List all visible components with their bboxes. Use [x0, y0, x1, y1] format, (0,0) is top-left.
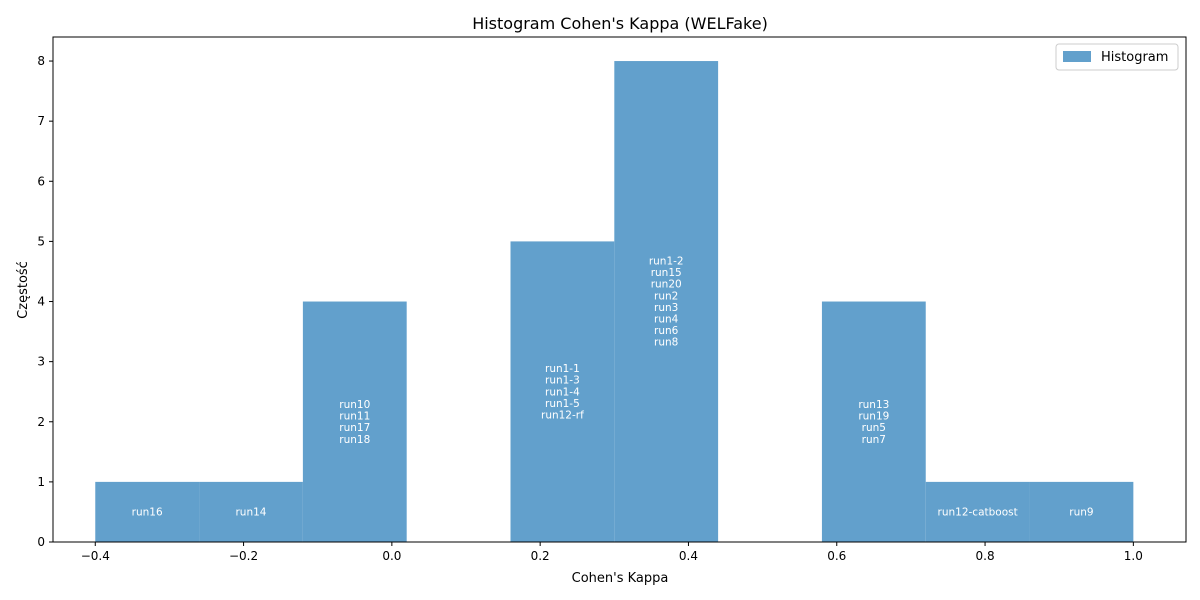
x-tick-label: 0.4 [679, 549, 698, 563]
legend-swatch [1063, 51, 1091, 62]
chart-title: Histogram Cohen's Kappa (WELFake) [472, 14, 768, 33]
run-name: run18 [339, 434, 370, 446]
run-name: run1-2 [649, 256, 684, 268]
run-name: run2 [654, 290, 678, 302]
x-axis-ticks: −0.4 −0.2 0.0 0.2 0.4 0.6 0.8 1.0 [81, 542, 1143, 563]
run-name: run1-5 [545, 398, 580, 410]
y-tick-label: 1 [37, 475, 45, 489]
run-name: run3 [654, 302, 678, 314]
y-tick-label: 2 [37, 415, 45, 429]
run-name: run5 [862, 422, 886, 434]
bar-run-label: run1-1 run1-3 run1-4 run1-5 run12-rf [541, 363, 584, 421]
histogram-bar [199, 481, 303, 542]
y-tick-label: 6 [37, 174, 45, 188]
x-tick-label: 0.2 [531, 549, 550, 563]
run-name: run1-1 [545, 363, 580, 375]
run-name: run13 [858, 399, 889, 411]
histogram-bar [1029, 481, 1134, 542]
run-name: run17 [339, 422, 370, 434]
run-name: run15 [651, 267, 682, 279]
histogram-bar [302, 301, 407, 542]
run-name: run1-4 [545, 386, 580, 398]
y-tick-label: 4 [37, 295, 45, 309]
run-name: run19 [858, 411, 889, 423]
run-name: run7 [862, 434, 886, 446]
y-axis-label: Częstość [16, 261, 31, 319]
run-name: run12-catboost [938, 507, 1018, 519]
legend: Histogram [1055, 43, 1179, 71]
histogram-bar [95, 481, 200, 542]
x-tick-label: 0.0 [382, 549, 401, 563]
run-name: run1-3 [545, 375, 580, 387]
bar-run-label: run16 [132, 507, 163, 519]
x-tick-label: −0.2 [229, 549, 258, 563]
run-name: run9 [1069, 507, 1093, 519]
run-name: run8 [654, 337, 678, 349]
run-name: run10 [339, 399, 370, 411]
bar-run-label: run1-2 run15 run20 run2 run3 run4 run6 run8 [649, 256, 684, 349]
x-tick-label: 0.6 [827, 549, 846, 563]
y-tick-label: 3 [37, 355, 45, 369]
run-name: run4 [654, 314, 679, 326]
x-tick-label: 1.0 [1124, 549, 1143, 563]
legend-box [1055, 43, 1179, 71]
y-tick-label: 0 [37, 535, 45, 549]
bar-run-label: run10 run11 run17 run18 [339, 399, 370, 446]
run-name: run11 [339, 411, 370, 423]
bar-run-label: run9 [1069, 507, 1093, 519]
bar-run-label: run13 run19 run5 run7 [858, 399, 889, 446]
histogram-bar [821, 301, 926, 542]
run-name: run20 [651, 279, 682, 291]
y-axis-ticks: 0 1 2 3 4 5 6 7 8 [37, 54, 53, 549]
bar-run-label: run14 [235, 507, 266, 519]
run-name: run12-rf [541, 410, 584, 422]
bar-run-label: run12-catboost [938, 507, 1018, 519]
y-tick-label: 8 [37, 54, 45, 68]
y-tick-label: 7 [37, 114, 45, 128]
histogram-bar [614, 61, 719, 543]
x-axis-label: Cohen's Kappa [572, 571, 669, 586]
y-tick-label: 5 [37, 234, 45, 248]
histogram-bar [925, 481, 1030, 542]
x-tick-label: 0.8 [976, 549, 995, 563]
histogram-bar [510, 241, 615, 542]
axes-frame [52, 36, 1187, 543]
x-tick-label: −0.4 [81, 549, 110, 563]
run-name: run6 [654, 325, 679, 337]
bars-group [95, 61, 1134, 543]
run-name: run16 [132, 507, 163, 519]
legend-label: Histogram [1101, 50, 1168, 65]
run-name: run14 [235, 507, 266, 519]
